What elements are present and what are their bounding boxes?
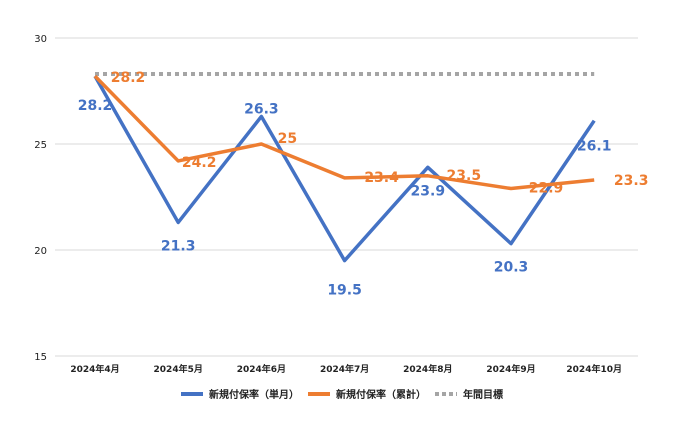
x-tick-label: 2024年8月 bbox=[403, 363, 452, 375]
y-tick-label: 15 bbox=[34, 352, 47, 363]
legend-label: 新規付保率（累計） bbox=[336, 388, 426, 401]
data-label: 23.5 bbox=[447, 168, 482, 184]
data-label: 28.2 bbox=[78, 98, 113, 114]
data-label: 26.1 bbox=[577, 139, 612, 155]
legend-label: 新規付保率（単月） bbox=[209, 388, 299, 401]
x-tick-label: 2024年4月 bbox=[70, 363, 119, 375]
data-label: 23.3 bbox=[614, 173, 649, 189]
x-tick-label: 2024年10月 bbox=[566, 363, 622, 375]
y-tick-label: 30 bbox=[34, 34, 47, 45]
data-label: 25 bbox=[278, 131, 297, 147]
data-label: 28.2 bbox=[111, 70, 146, 86]
data-label: 26.3 bbox=[244, 101, 279, 117]
y-tick-label: 20 bbox=[34, 246, 47, 257]
data-labels: 28.2 21.3 26.3 19.5 23.9 20.3 26.1 28.2 24.2 25 23… bbox=[78, 70, 649, 298]
x-tick-label: 2024年5月 bbox=[154, 363, 203, 375]
data-label: 23.4 bbox=[364, 170, 399, 186]
grid bbox=[55, 37, 638, 357]
x-tick-label: 2024年6月 bbox=[237, 363, 286, 375]
data-label: 20.3 bbox=[494, 260, 529, 276]
series-line bbox=[93, 74, 595, 191]
series-line bbox=[93, 75, 596, 263]
data-label: 19.5 bbox=[327, 283, 362, 299]
legend-label: 年間目標 bbox=[463, 388, 503, 401]
x-tick-label: 2024年9月 bbox=[486, 363, 535, 375]
x-axis: 2024年4月 2024年5月 2024年6月 2024年7月 2024年8月 2024年… bbox=[70, 363, 622, 375]
series-lines bbox=[93, 72, 596, 263]
y-axis: 15 20 25 30 bbox=[34, 34, 47, 363]
y-tick-label: 25 bbox=[34, 140, 47, 151]
legend: 新規付保率（単月） 新規付保率（累計） 年間目標 bbox=[181, 388, 503, 401]
data-label: 21.3 bbox=[161, 238, 196, 254]
x-tick-label: 2024年7月 bbox=[320, 363, 369, 375]
data-label: 23.9 bbox=[411, 183, 446, 199]
data-label: 22.9 bbox=[529, 181, 564, 197]
data-label: 24.2 bbox=[182, 155, 217, 171]
